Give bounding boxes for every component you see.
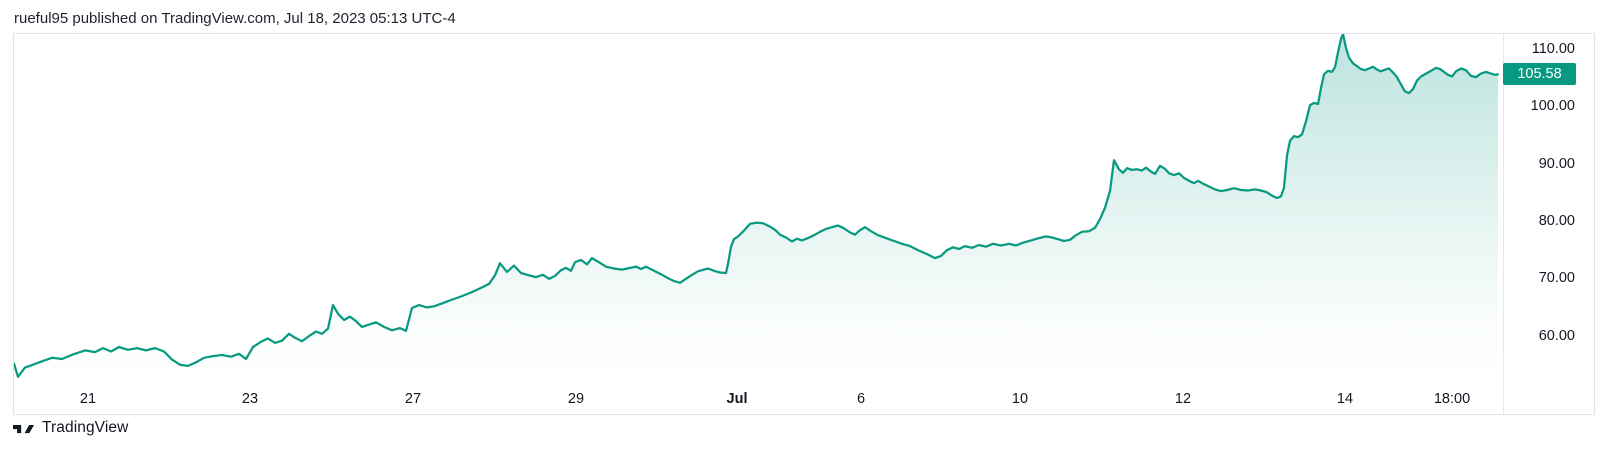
- price-area-chart: [14, 34, 1500, 378]
- time-tick-label: 23: [241, 391, 259, 407]
- chart-card: 110.00 100.00 90.00 80.00 70.00 60.00 105.58 …: [13, 33, 1595, 415]
- time-tick-label: 18:00: [1433, 391, 1471, 407]
- time-tick-label: Jul: [726, 391, 748, 407]
- price-tick-label: 80.00: [1538, 212, 1575, 229]
- tradingview-brand-link[interactable]: TradingView: [13, 419, 128, 437]
- time-tick-label: 29: [567, 391, 585, 407]
- tradingview-brand-text: TradingView: [42, 419, 129, 436]
- price-tick-label: 110.00: [1531, 41, 1575, 57]
- time-tick-label: 14: [1336, 391, 1354, 407]
- time-tick-label: 27: [404, 391, 422, 407]
- price-tick-label: 90.00: [1538, 155, 1575, 172]
- price-axis-separator: [1503, 34, 1504, 414]
- last-price-badge: 105.58: [1503, 63, 1576, 86]
- time-tick-label: 21: [79, 391, 97, 407]
- price-tick-label: 70.00: [1538, 270, 1575, 287]
- attribution-text: rueful95 published on TradingView.com, J…: [14, 10, 456, 27]
- time-tick-label: 12: [1174, 391, 1192, 407]
- price-line: [14, 34, 1500, 378]
- area-fill: [14, 34, 1498, 378]
- time-tick-label: 6: [856, 391, 866, 407]
- price-tick-label: 100.00: [1530, 98, 1575, 115]
- time-tick-label: 10: [1011, 391, 1029, 407]
- tradingview-logo-icon: [13, 424, 34, 433]
- price-tick-label: 60.00: [1538, 327, 1575, 344]
